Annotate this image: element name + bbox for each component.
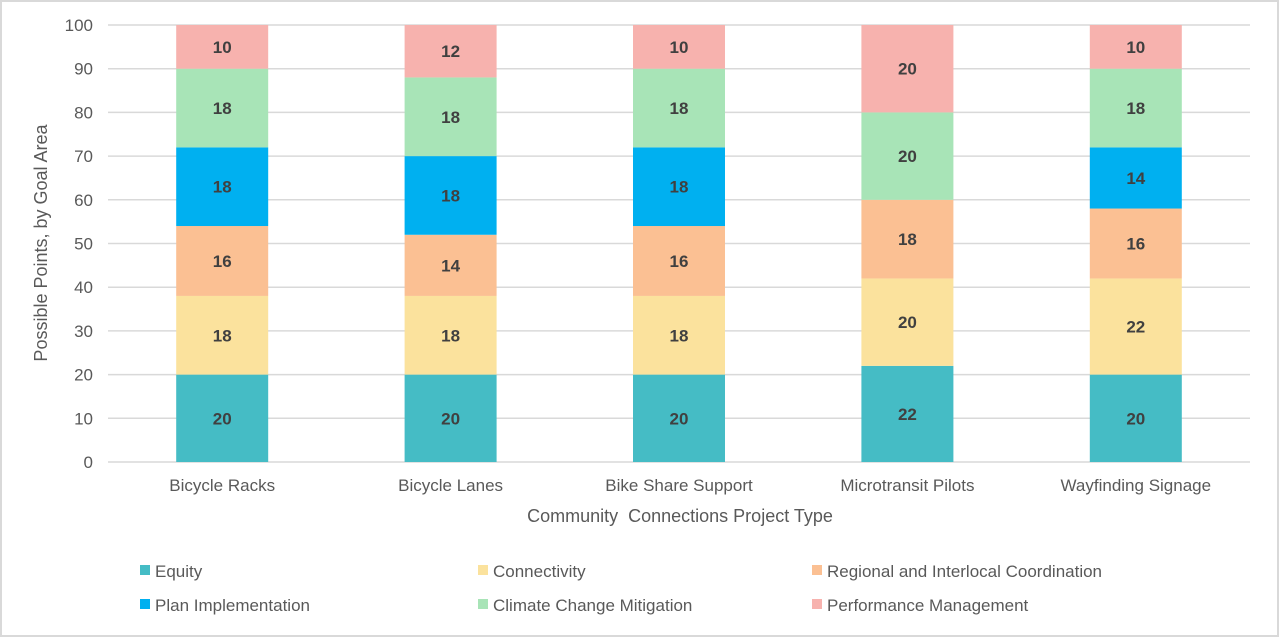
data-label: 10 bbox=[670, 38, 689, 57]
bar-segment bbox=[404, 156, 497, 235]
data-label: 20 bbox=[441, 409, 460, 428]
bar-segment bbox=[176, 374, 269, 462]
legend-swatch bbox=[140, 599, 150, 609]
y-tick-label: 0 bbox=[84, 453, 93, 472]
y-tick-label: 80 bbox=[74, 103, 93, 122]
y-tick-label: 10 bbox=[74, 409, 93, 428]
bar-segment bbox=[176, 68, 269, 148]
data-label: 20 bbox=[213, 409, 232, 428]
y-tick-label: 90 bbox=[74, 60, 93, 79]
bar-segment bbox=[861, 25, 954, 113]
bar-segment bbox=[176, 25, 269, 69]
data-label: 20 bbox=[670, 409, 689, 428]
bar-segment bbox=[404, 25, 497, 78]
bar-segment bbox=[1089, 374, 1182, 462]
x-axis-label: Community Connections Project Type bbox=[527, 506, 833, 526]
y-tick-label: 60 bbox=[74, 191, 93, 210]
data-label: 10 bbox=[213, 38, 232, 57]
data-label: 18 bbox=[441, 326, 460, 345]
y-axis-ticks: 0 10 20 30 40 50 60 70 80 90 100 bbox=[65, 16, 93, 472]
data-label: 10 bbox=[1126, 38, 1145, 57]
legend-label: Climate Change Mitigation bbox=[493, 596, 692, 615]
y-tick-label: 50 bbox=[74, 235, 93, 254]
y-axis-label: Possible Points, by Goal Area bbox=[31, 123, 51, 361]
x-tick-label: Microtransit Pilots bbox=[840, 476, 974, 495]
bar-segment bbox=[633, 147, 725, 227]
bar-segment bbox=[404, 374, 497, 462]
x-tick-label: Bicycle Racks bbox=[169, 476, 275, 495]
bars: 20 18 16 18 18 10 20 18 14 18 18 12 20 18 16 18 18 10 22 20… bbox=[176, 25, 1182, 462]
data-label: 18 bbox=[213, 178, 232, 197]
data-label: 18 bbox=[670, 178, 689, 197]
legend-swatch bbox=[812, 599, 822, 609]
legend-swatch bbox=[140, 565, 150, 575]
data-label: 18 bbox=[670, 326, 689, 345]
legend-label: Regional and Interlocal Coordination bbox=[827, 562, 1102, 581]
bar-segment bbox=[404, 234, 497, 296]
bar-segment bbox=[176, 226, 269, 296]
x-tick-label: Bike Share Support bbox=[605, 476, 753, 495]
bar-segment bbox=[633, 226, 725, 296]
data-label: 18 bbox=[213, 99, 232, 118]
data-label: 20 bbox=[1126, 409, 1145, 428]
y-tick-label: 20 bbox=[74, 366, 93, 385]
data-label: 18 bbox=[898, 230, 917, 249]
data-label: 22 bbox=[898, 405, 917, 424]
bar-segment bbox=[633, 295, 725, 375]
data-label: 16 bbox=[670, 252, 689, 271]
bar-segment bbox=[861, 112, 954, 200]
bar-segment bbox=[1089, 25, 1182, 69]
bar-segment bbox=[176, 147, 269, 227]
bar-segment bbox=[633, 374, 725, 462]
y-tick-label: 40 bbox=[74, 278, 93, 297]
x-tick-label: Bicycle Lanes bbox=[398, 476, 503, 495]
bar-segment bbox=[633, 68, 725, 148]
bar-segment bbox=[404, 77, 497, 157]
bar-segment bbox=[861, 365, 954, 462]
data-label: 18 bbox=[213, 326, 232, 345]
bar-segment bbox=[1089, 147, 1182, 209]
legend-label: Performance Management bbox=[827, 596, 1029, 615]
data-label: 16 bbox=[213, 252, 232, 271]
bar-segment bbox=[861, 199, 954, 279]
data-label: 12 bbox=[441, 42, 460, 61]
x-tick-label: Wayfinding Signage bbox=[1061, 476, 1212, 495]
legend-swatch bbox=[478, 599, 488, 609]
legend-label: Plan Implementation bbox=[155, 596, 310, 615]
data-label: 20 bbox=[898, 313, 917, 332]
bar-segment bbox=[176, 295, 269, 375]
bar-segment bbox=[1089, 278, 1182, 375]
data-label: 18 bbox=[1126, 99, 1145, 118]
data-label: 18 bbox=[441, 186, 460, 205]
y-tick-label: 30 bbox=[74, 322, 93, 341]
data-label: 14 bbox=[441, 256, 460, 275]
data-label: 22 bbox=[1126, 318, 1145, 337]
legend-label: Equity bbox=[155, 562, 203, 581]
bar-segment bbox=[1089, 208, 1182, 279]
data-label: 16 bbox=[1126, 235, 1145, 254]
x-axis-ticks: Bicycle Racks Bicycle Lanes Bike Share Sup… bbox=[169, 476, 1211, 495]
legend-label: Connectivity bbox=[493, 562, 586, 581]
bar-segment bbox=[404, 295, 497, 375]
bar-segment bbox=[861, 278, 954, 366]
data-label: 20 bbox=[898, 147, 917, 166]
y-tick-label: 70 bbox=[74, 147, 93, 166]
legend: Equity Connectivity Regional and Interloca… bbox=[140, 562, 1102, 615]
data-label: 14 bbox=[1126, 169, 1145, 188]
data-label: 20 bbox=[898, 60, 917, 79]
bar-segment bbox=[1089, 68, 1182, 148]
legend-swatch bbox=[478, 565, 488, 575]
legend-swatch bbox=[812, 565, 822, 575]
data-label: 18 bbox=[441, 108, 460, 127]
y-tick-label: 100 bbox=[65, 16, 93, 35]
data-label: 18 bbox=[670, 99, 689, 118]
bar-segment bbox=[633, 25, 725, 69]
